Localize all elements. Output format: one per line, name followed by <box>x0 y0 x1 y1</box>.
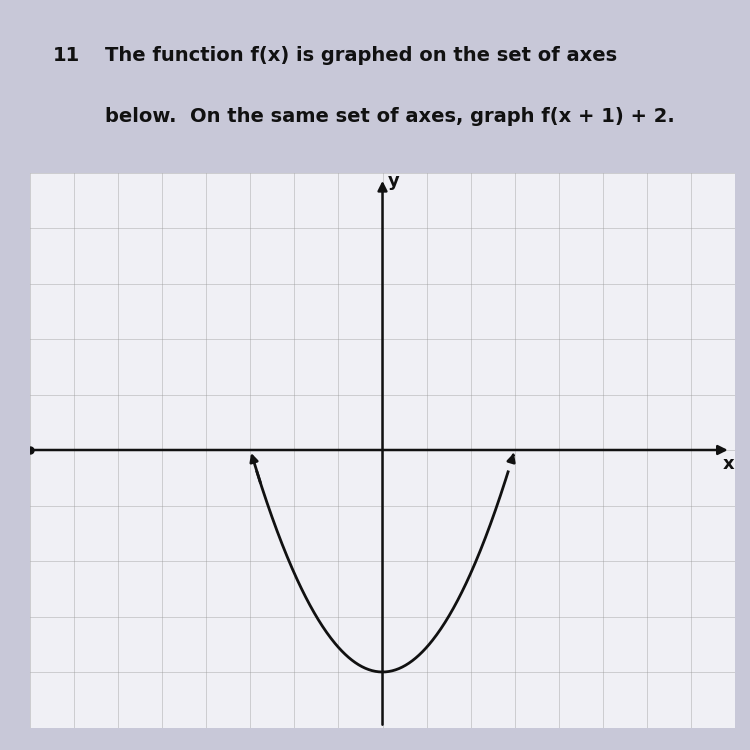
Text: x: x <box>722 455 734 473</box>
Text: y: y <box>388 172 400 190</box>
Text: below.  On the same set of axes, graph f(x + 1) + 2.: below. On the same set of axes, graph f(… <box>105 107 675 126</box>
Text: 11: 11 <box>53 46 80 65</box>
Text: The function f(x) is graphed on the set of axes: The function f(x) is graphed on the set … <box>105 46 617 65</box>
